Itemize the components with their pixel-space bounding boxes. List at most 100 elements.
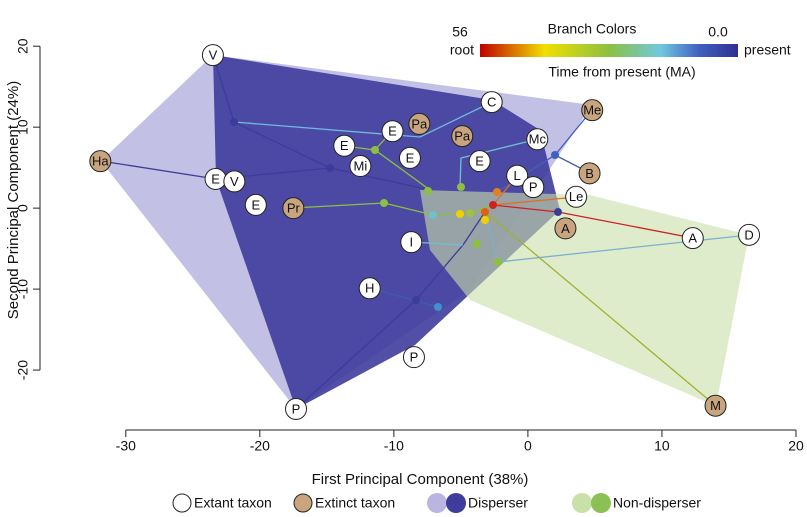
- taxon-label: C: [487, 95, 496, 110]
- taxon-point: [282, 197, 305, 220]
- taxon-label: V: [209, 48, 218, 63]
- taxon-label: M: [710, 398, 721, 413]
- taxon-label: Mi: [353, 158, 367, 173]
- y-tick-label: -20: [15, 360, 31, 380]
- node: [473, 240, 481, 248]
- taxon-point: [704, 394, 727, 417]
- colorbar-tick: 0.0: [708, 24, 728, 40]
- taxon-label: A: [688, 231, 697, 246]
- axes: -30 -20 -10 0 10 20 -20 -10 0 10 20: [15, 38, 804, 454]
- taxon-point: [526, 128, 549, 151]
- node: [456, 210, 464, 218]
- y-tick-label: 10: [15, 119, 31, 135]
- colorbar-gradient: [480, 44, 738, 57]
- taxon-label: Le: [569, 189, 583, 204]
- taxon-point: [223, 170, 246, 193]
- taxon-label: Ha: [92, 154, 109, 169]
- legend-marker: [572, 493, 592, 513]
- legend-label: Extant taxon: [194, 495, 272, 511]
- hulls: [101, 55, 749, 409]
- taxon-point: [358, 277, 381, 300]
- taxon-point: [400, 231, 423, 254]
- taxon-label: L: [514, 168, 521, 183]
- taxon-point: [581, 99, 604, 122]
- taxon-label: D: [744, 227, 753, 242]
- legend: Extant taxon Extinct taxon Disperser Non-di…: [172, 493, 701, 513]
- legend-label: Extinct taxon: [315, 495, 395, 511]
- taxon-point: [451, 125, 474, 148]
- taxon-label: A: [561, 221, 570, 236]
- colorbar-subtitle: Time from present (MA): [548, 64, 695, 80]
- taxon-point: [681, 227, 704, 250]
- taxon-label: Mc: [529, 132, 547, 147]
- branch: [369, 287, 439, 308]
- branch: [484, 211, 717, 407]
- taxon-point: [285, 397, 308, 420]
- taxon-label: P: [410, 350, 419, 365]
- y-tick-label: 0: [15, 204, 31, 212]
- taxon-label: Pr: [287, 201, 301, 216]
- node: [493, 188, 501, 196]
- legend-marker: [293, 493, 313, 513]
- taxon-point: [201, 44, 224, 67]
- node: [424, 187, 432, 195]
- node: [466, 209, 474, 217]
- node: [481, 216, 489, 224]
- node: [434, 303, 442, 311]
- branch: [100, 160, 431, 191]
- x-tick-label: -20: [250, 438, 270, 454]
- node: [481, 208, 489, 216]
- y-tick-label: 20: [15, 38, 31, 54]
- taxon-label: P: [292, 401, 301, 416]
- taxon-label: I: [409, 235, 413, 250]
- x-tick-label: 10: [654, 438, 670, 454]
- x-tick-label: -30: [116, 438, 136, 454]
- taxon-point: [244, 193, 267, 216]
- node-dots: [230, 118, 562, 311]
- taxon-label: P: [529, 180, 538, 195]
- taxon-label: Pa: [454, 129, 471, 144]
- taxon-point: [89, 150, 112, 173]
- colorbar-max-label: present: [744, 42, 791, 58]
- taxon-label: E: [211, 171, 220, 186]
- branch: [233, 101, 493, 138]
- node: [457, 183, 465, 191]
- branch: [459, 138, 539, 188]
- y-tick-label: -10: [15, 279, 31, 299]
- legend-label: Non-disperser: [613, 495, 701, 511]
- disperser-hull-core: [213, 55, 560, 409]
- taxon-label: Pa: [411, 116, 428, 131]
- taxon-label: E: [251, 197, 260, 212]
- taxon-point: [738, 223, 761, 246]
- legend-marker: [591, 493, 611, 513]
- y-axis-title: Second Principal Component (24%): [5, 81, 22, 319]
- taxon-label: E: [388, 124, 397, 139]
- taxon-label: B: [585, 166, 594, 181]
- taxon-label: V: [230, 174, 239, 189]
- node: [412, 296, 420, 304]
- x-tick-label: -10: [384, 438, 404, 454]
- taxon-point: [565, 185, 588, 208]
- colorbar-min-label: root: [450, 42, 474, 58]
- x-tick-label: 20: [788, 438, 804, 454]
- branch: [295, 211, 486, 410]
- node: [554, 208, 562, 216]
- non-disperser-hull: [420, 190, 749, 406]
- taxon-label: E: [475, 154, 484, 169]
- x-axis-title: First Principal Component (38%): [312, 471, 529, 488]
- node: [429, 211, 437, 219]
- legend-marker: [172, 493, 192, 513]
- legend-marker: [446, 493, 466, 513]
- taxon-point: [349, 155, 372, 178]
- taxon-point: [402, 346, 425, 369]
- node: [489, 201, 497, 209]
- taxon-label: E: [406, 150, 415, 165]
- taxon-point: [480, 91, 503, 114]
- node: [380, 199, 388, 207]
- node: [230, 118, 238, 126]
- node: [371, 146, 379, 154]
- colorbar: Branch Colors 56 0.0 root present Time f…: [450, 21, 791, 80]
- x-tick-label: 0: [524, 438, 532, 454]
